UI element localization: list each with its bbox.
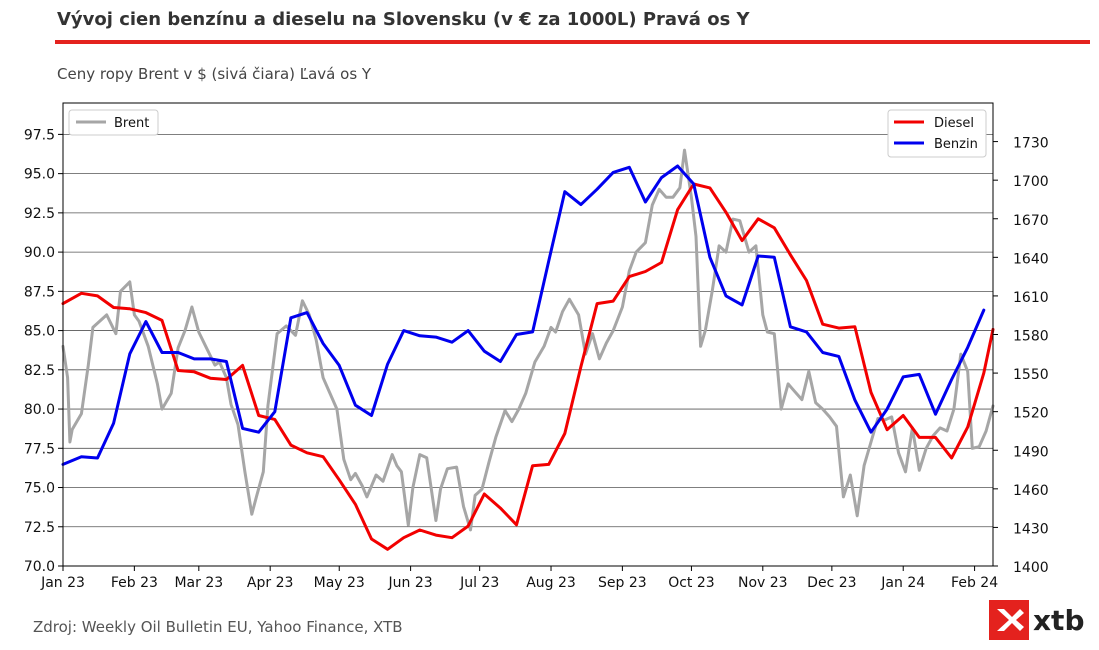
left-tick-label-1: 72.5 <box>24 520 55 536</box>
x-axis: Jan 23 Feb 23 Mar 23 Apr 23 May 23 Jun 23 Jul … <box>40 566 998 591</box>
left-tick-label-2: 75.0 <box>24 481 55 497</box>
right-tick-label-9: 1670 <box>1013 213 1049 229</box>
legend-brent: Brent <box>68 109 159 136</box>
right-tick-label-2: 1460 <box>1013 483 1049 499</box>
left-axis: 70.0 72.5 75.0 77.5 80.0 82.5 85.0 87.5 90.0 92.5… <box>24 127 63 575</box>
xtb-logo[interactable]: xtb <box>989 600 1091 640</box>
x-tick-label-3: Apr 23 <box>247 575 293 591</box>
left-tick-label-6: 85.0 <box>24 324 55 340</box>
right-axis: 1400 1430 1460 1490 1520 1550 1580 1610 1640 1670… <box>993 136 1049 576</box>
series-line-benzin <box>61 164 986 466</box>
right-tick-label-5: 1550 <box>1013 367 1049 383</box>
series-line-diesel <box>61 182 995 551</box>
left-tick-label-3: 77.5 <box>24 441 55 457</box>
right-tick-label-1: 1430 <box>1013 521 1049 537</box>
right-tick-label-7: 1610 <box>1013 290 1049 306</box>
legend-right: Diesel Benzin <box>887 109 987 158</box>
x-tick-label-2: Mar 23 <box>174 575 223 591</box>
chart-subtitle: Ceny ropy Brent v $ (sivá čiara) Ľavá os… <box>57 65 372 83</box>
left-tick-label-8: 90.0 <box>24 245 55 261</box>
x-tick-label-5: Jun 23 <box>388 575 433 591</box>
right-tick-label-11: 1730 <box>1013 136 1049 152</box>
x-tick-label-12: Jan 24 <box>880 575 925 591</box>
legend-benzin-label: Benzin <box>934 137 978 152</box>
x-tick-label-11: Dec 23 <box>807 575 856 591</box>
left-tick-label-0: 70.0 <box>24 559 55 575</box>
source-note: Zdroj: Weekly Oil Bulletin EU, Yahoo Fin… <box>33 618 403 636</box>
right-tick-label-4: 1520 <box>1013 406 1049 422</box>
x-tick-label-9: Oct 23 <box>668 575 714 591</box>
left-tick-label-10: 95.0 <box>24 167 55 183</box>
left-tick-label-9: 92.5 <box>24 206 55 222</box>
series-line-brent <box>61 148 995 532</box>
right-tick-label-0: 1400 <box>1013 560 1049 576</box>
left-tick-label-4: 80.0 <box>24 402 55 418</box>
title-underline <box>55 40 1090 44</box>
left-tick-label-7: 87.5 <box>24 284 55 300</box>
legend-brent-label: Brent <box>114 116 149 131</box>
left-tick-label-11: 97.5 <box>24 127 55 143</box>
x-tick-label-7: Aug 23 <box>526 575 576 591</box>
right-tick-label-8: 1640 <box>1013 251 1049 267</box>
right-tick-label-6: 1580 <box>1013 329 1049 345</box>
x-mark-icon <box>997 609 1024 631</box>
left-tick-label-5: 82.5 <box>24 363 55 379</box>
xtb-logo-text: xtb <box>1033 604 1085 637</box>
x-tick-label-6: Jul 23 <box>459 575 499 591</box>
x-tick-label-10: Nov 23 <box>738 575 788 591</box>
x-tick-label-4: May 23 <box>314 575 365 591</box>
x-tick-label-13: Feb 24 <box>951 575 998 591</box>
right-tick-label-10: 1700 <box>1013 174 1049 190</box>
x-tick-label-1: Feb 23 <box>111 575 158 591</box>
x-tick-label-0: Jan 23 <box>40 575 85 591</box>
x-tick-label-8: Sep 23 <box>598 575 647 591</box>
series-layer <box>61 148 995 551</box>
chart-title: Vývoj cien benzínu a dieselu na Slovensk… <box>57 9 750 30</box>
legend-diesel-label: Diesel <box>934 116 974 131</box>
right-tick-label-3: 1490 <box>1013 444 1049 460</box>
